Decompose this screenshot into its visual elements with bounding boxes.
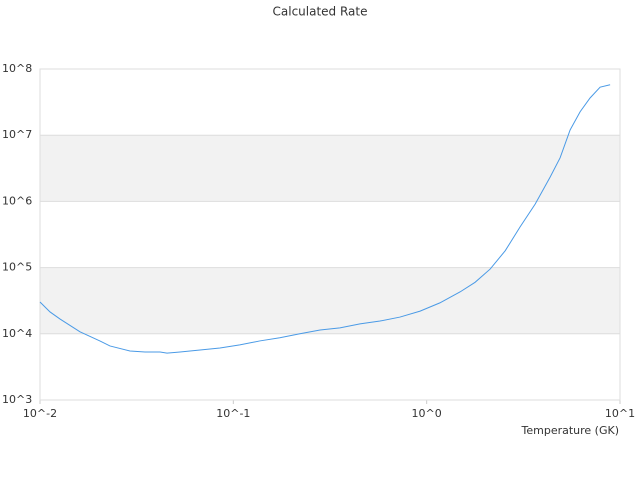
x-tick-label: 10^-1 [216,407,250,420]
grid-band [40,267,620,334]
x-tick-label: 10^1 [605,407,635,420]
y-tick-label: 10^4 [2,327,32,340]
plot-border [39,68,621,401]
y-tick-label: 10^8 [2,62,32,75]
y-tick-label: 10^3 [2,393,32,406]
data-line [39,84,611,354]
chart-title: Calculated Rate [273,5,368,19]
grid-band [40,135,620,202]
y-tick-label: 10^5 [2,261,32,274]
x-axis-label: Temperature (GK) [521,424,620,437]
y-tick-label: 10^6 [2,194,32,207]
x-tick-label: 10^0 [412,407,442,420]
y-tick-label: 10^7 [2,128,32,141]
x-tick-label: 10^-2 [23,407,57,420]
